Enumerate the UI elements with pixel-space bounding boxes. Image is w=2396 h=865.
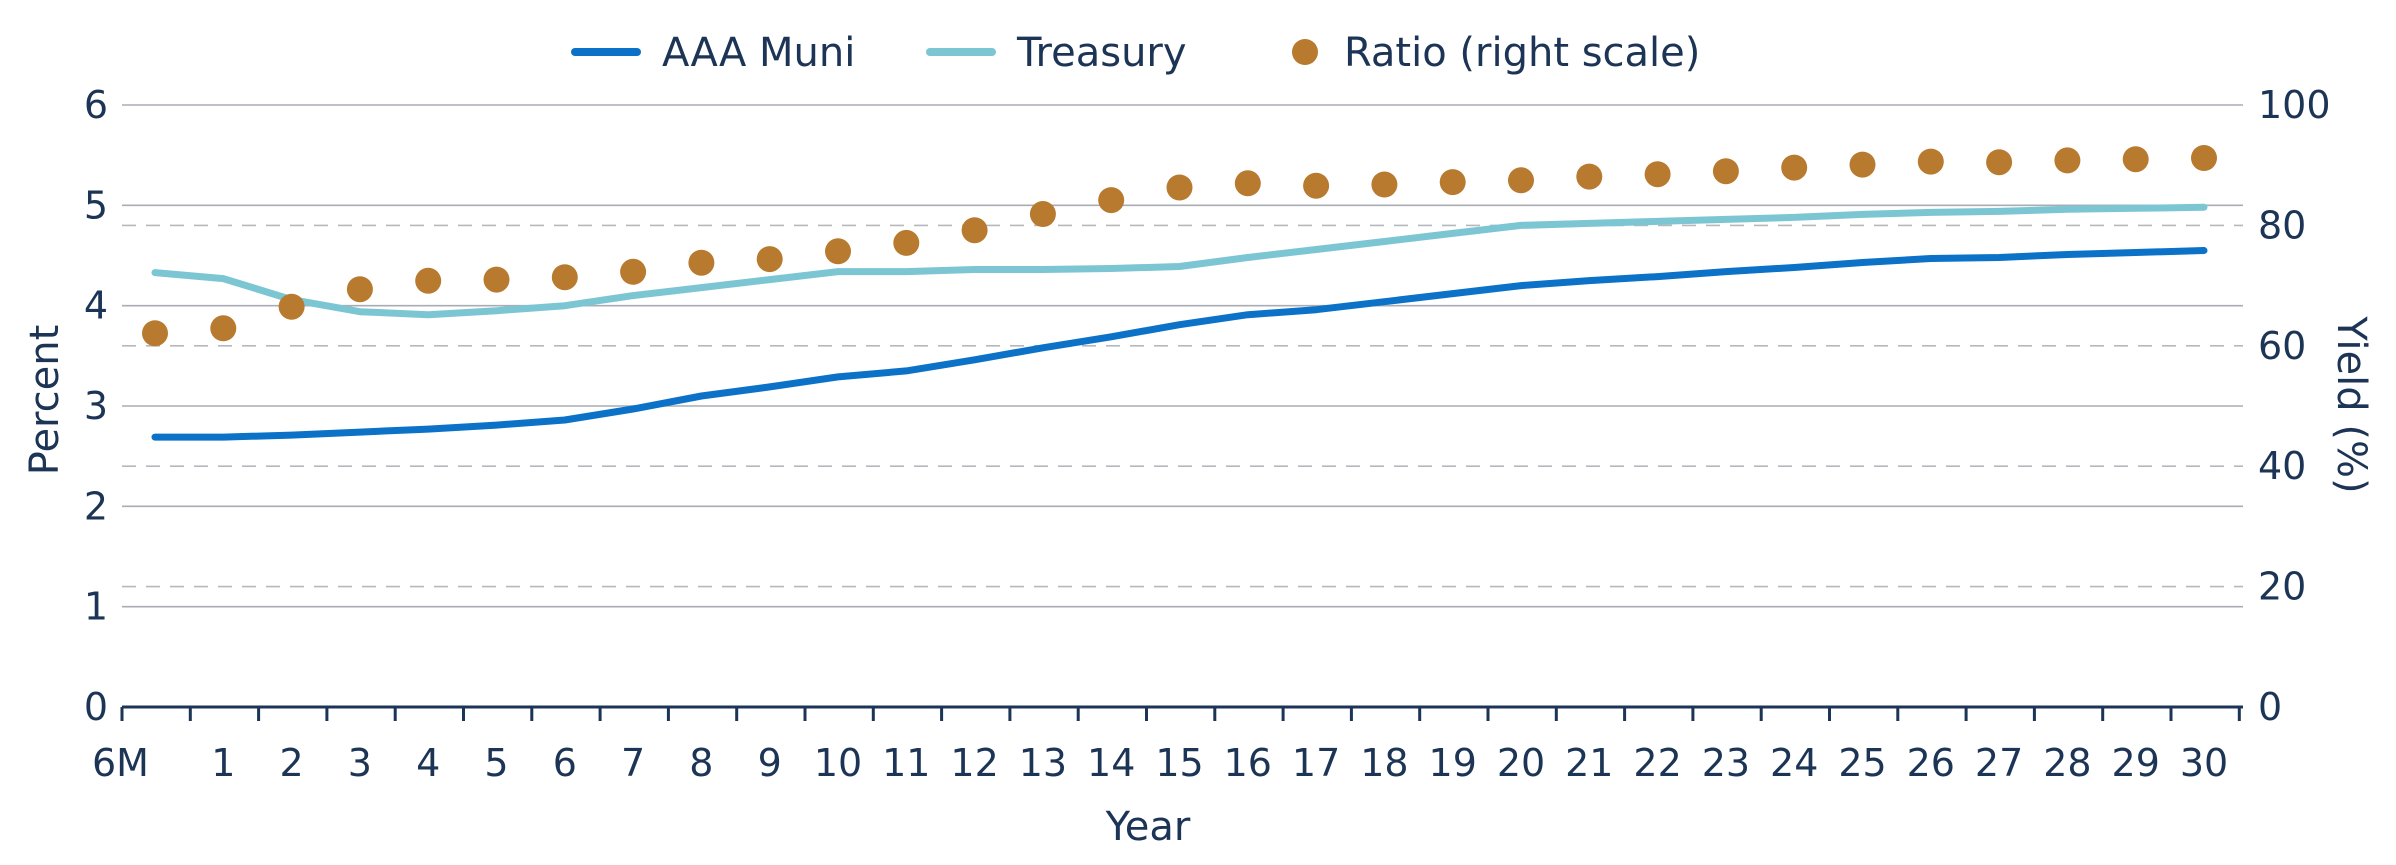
ratio-point (346, 276, 373, 303)
x-tick-label: 13 (1019, 741, 1067, 785)
x-tick-label: 6 (553, 741, 577, 785)
x-tick-label: 10 (814, 741, 862, 785)
y2-axis-title: Yield (%) (2328, 315, 2374, 493)
ratio-point (1917, 148, 1944, 175)
x-tick-label: 17 (1292, 741, 1340, 785)
left-tick-label: 5 (84, 183, 108, 227)
ratio-point (961, 217, 988, 244)
left-tick-label: 0 (84, 685, 108, 729)
x-tick-label: 22 (1633, 741, 1681, 785)
ratio-point (142, 320, 168, 347)
ratio-point (1371, 171, 1398, 198)
x-tick-label: 18 (1360, 741, 1408, 785)
left-gridlines (122, 104, 2243, 608)
ratio-point (1576, 163, 1603, 190)
ratio-point (1234, 170, 1261, 197)
ratio-point (825, 238, 851, 265)
x-tick-label: 8 (689, 741, 713, 785)
x-tick-label: 25 (1838, 741, 1886, 785)
x-tick-label: 2 (280, 741, 304, 785)
ratio-point (1303, 172, 1330, 199)
x-axis-title: Year (1105, 804, 1191, 850)
x-tick-label: 29 (2112, 741, 2160, 785)
right-tick-label: 20 (2258, 565, 2306, 609)
series-layer (142, 145, 2217, 441)
x-tick-label: 9 (758, 741, 782, 785)
x-tick-label: 7 (621, 741, 645, 785)
ratio-point (415, 267, 442, 294)
series-line-treasury (151, 203, 2208, 319)
ratio-point (1508, 167, 1534, 194)
right-tick-label: 0 (2258, 685, 2282, 729)
y-axis-title: Percent (22, 325, 68, 476)
ratio-point (1781, 154, 1808, 181)
left-tick-label: 4 (84, 284, 108, 328)
right-tick-label: 40 (2258, 444, 2306, 488)
ratio-point (1439, 169, 1466, 196)
left-tick-label: 6 (84, 83, 108, 127)
x-tick-label: 27 (1975, 741, 2023, 785)
ratio-point (551, 264, 578, 291)
x-tick-label: 14 (1087, 741, 1135, 785)
legend-label: Treasury (1016, 30, 1187, 76)
x-tick-label: 16 (1224, 741, 1272, 785)
x-tick-label: 3 (348, 741, 372, 785)
legend-swatch (1292, 39, 1318, 65)
x-tick-label: 30 (2180, 741, 2228, 785)
ratio-point (688, 249, 715, 276)
x-tick-label: 15 (1155, 741, 1203, 785)
left-tick-label: 1 (84, 585, 108, 629)
left-tick-label: 3 (84, 384, 108, 428)
x-tick-label: 20 (1497, 741, 1545, 785)
x-tick-label: 4 (416, 741, 440, 785)
ratio-point (1849, 151, 1876, 178)
x-tick-label: 28 (2043, 741, 2091, 785)
ratio-point (210, 315, 237, 342)
x-tick-label: 12 (950, 741, 998, 785)
legend: AAA Muni Treasury Ratio (right scale) (571, 30, 1700, 76)
ratio-point (278, 293, 305, 320)
x-axis: 6M 1 2 3 4 5 6 7 8 9 10 11 12 13 14 15 16 17 18 19 20 21 22 23 2… (92, 705, 2243, 785)
x-tick-label: 21 (1565, 741, 1613, 785)
x-tick-label: 6M (92, 741, 149, 785)
x-tick-label: 26 (1907, 741, 1955, 785)
ratio-point (1166, 174, 1193, 201)
right-gridlines (122, 224, 2243, 588)
ratio-point (2122, 146, 2149, 173)
x-tick-label: 11 (882, 741, 930, 785)
right-tick-label: 100 (2258, 83, 2331, 127)
x-tick-label: 1 (211, 741, 235, 785)
ratio-point (1986, 149, 2013, 176)
left-axis-ticks: 0 1 2 3 4 5 6 (84, 83, 108, 729)
left-tick-label: 2 (84, 484, 108, 528)
ratio-point (2054, 147, 2081, 174)
ratio-point (483, 266, 510, 293)
ratio-point (1098, 187, 1125, 214)
legend-label: Ratio (right scale) (1344, 30, 1700, 76)
ratio-point (1029, 201, 1056, 227)
ratio-point (756, 246, 783, 273)
ratio-point (1712, 158, 1739, 185)
x-tick-label: 23 (1702, 741, 1750, 785)
x-tick-label: 19 (1429, 741, 1477, 785)
right-tick-label: 60 (2258, 324, 2306, 368)
x-tick-label: 24 (1770, 741, 1818, 785)
series-line-aaa-muni (151, 247, 2208, 441)
right-axis-ticks: 0 20 40 60 80 100 (2258, 83, 2331, 729)
legend-label: AAA Muni (662, 30, 855, 76)
ratio-point (2191, 145, 2217, 171)
ratio-point (893, 229, 920, 256)
ratio-point (620, 258, 647, 285)
x-tick-label: 5 (484, 741, 508, 785)
ratio-point (1644, 161, 1671, 188)
right-tick-label: 80 (2258, 203, 2306, 247)
